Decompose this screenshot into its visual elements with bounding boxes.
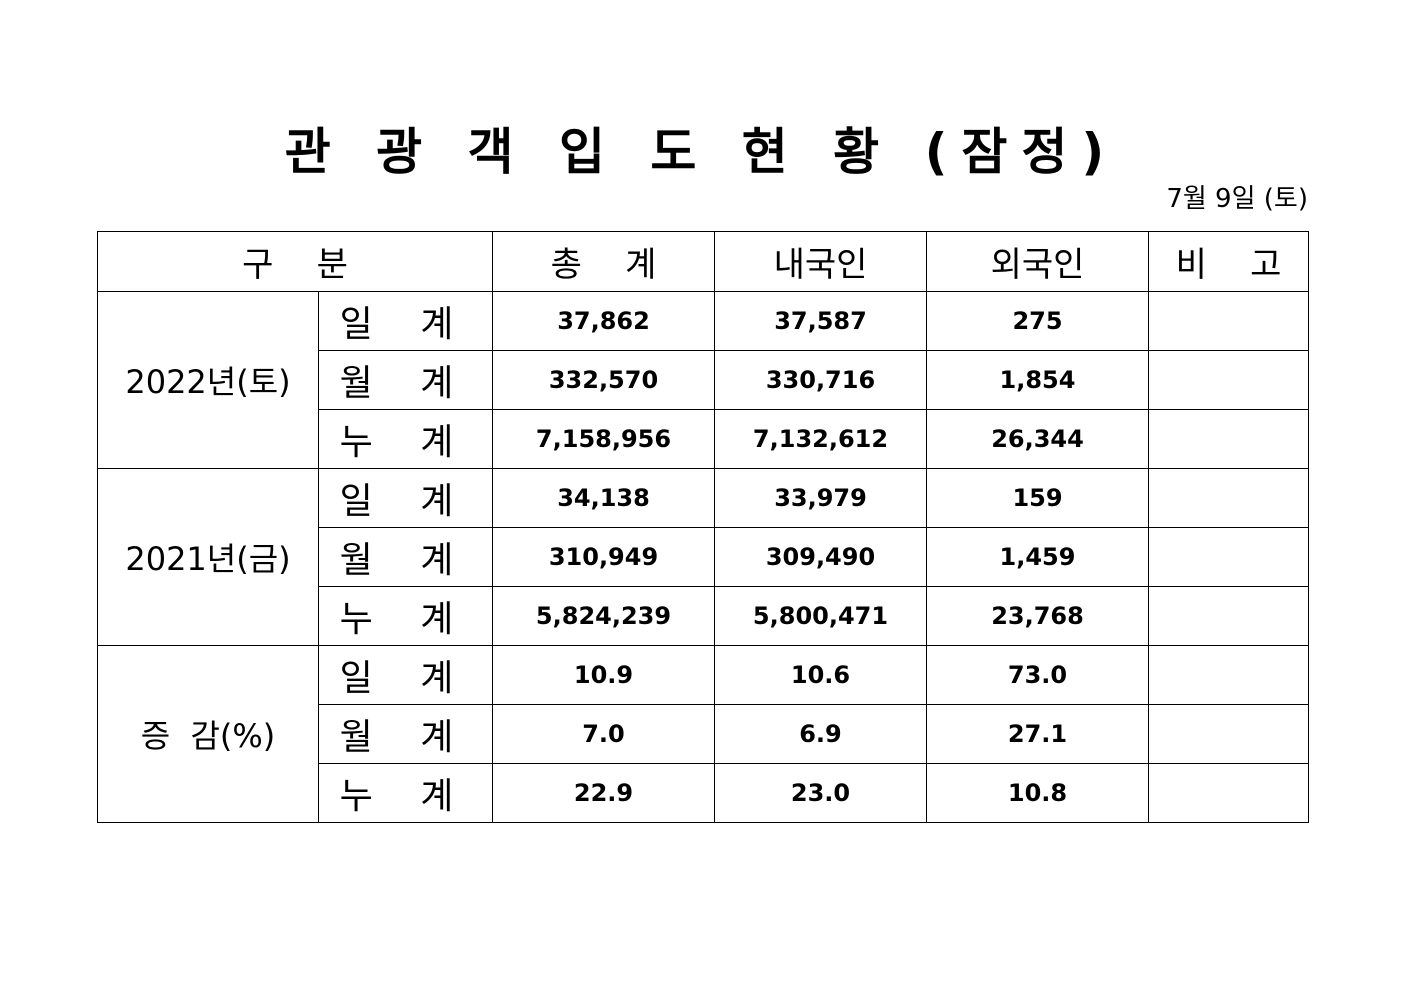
row-label: 일 계 bbox=[318, 291, 493, 351]
domestic-cell: 5,800,471 bbox=[714, 586, 927, 646]
row-label: 누 계 bbox=[318, 586, 493, 646]
table-row: 2021년(금) 일 계 34,138 33,979 159 bbox=[97, 468, 1309, 646]
page-title: 관 광 객 입 도 현 황 (잠정) bbox=[284, 123, 1119, 181]
note-cell bbox=[1148, 704, 1309, 764]
foreign-cell: 1,854 bbox=[926, 350, 1149, 410]
row-label: 누 계 bbox=[318, 409, 493, 469]
total-cell: 34,138 bbox=[492, 468, 715, 528]
group-label: 증 감(%) bbox=[97, 645, 319, 823]
foreign-cell: 23,768 bbox=[926, 586, 1149, 646]
row-label: 일 계 bbox=[318, 468, 493, 528]
report-date: 7월 9일 (토) bbox=[1166, 184, 1308, 214]
note-cell bbox=[1148, 763, 1309, 823]
note-cell bbox=[1148, 350, 1309, 410]
group-label: 2022년(토) bbox=[97, 291, 319, 469]
row-label: 월 계 bbox=[318, 350, 493, 410]
domestic-cell: 7,132,612 bbox=[714, 409, 927, 469]
foreign-cell: 275 bbox=[926, 291, 1149, 351]
table-row: 2022년(토) 일 계 37,862 37,587 275 bbox=[97, 291, 1309, 469]
total-cell: 7.0 bbox=[492, 704, 715, 764]
domestic-cell: 23.0 bbox=[714, 763, 927, 823]
header-total: 총 계 bbox=[492, 231, 715, 292]
note-cell bbox=[1148, 586, 1309, 646]
total-cell: 37,862 bbox=[492, 291, 715, 351]
foreign-cell: 159 bbox=[926, 468, 1149, 528]
row-label: 일 계 bbox=[318, 645, 493, 705]
table-row: 증 감(%) 일 계 10.9 10.6 73.0 bbox=[97, 645, 1309, 823]
header-foreign: 외국인 bbox=[926, 231, 1149, 292]
note-cell bbox=[1148, 645, 1309, 705]
foreign-cell: 10.8 bbox=[926, 763, 1149, 823]
total-cell: 10.9 bbox=[492, 645, 715, 705]
domestic-cell: 6.9 bbox=[714, 704, 927, 764]
total-cell: 332,570 bbox=[492, 350, 715, 410]
row-label: 누 계 bbox=[318, 763, 493, 823]
note-cell bbox=[1148, 409, 1309, 469]
header-category: 구 분 bbox=[97, 231, 493, 292]
table-row: 월 계 310,949 309,490 1,459 bbox=[98, 527, 1309, 587]
total-cell: 310,949 bbox=[492, 527, 715, 587]
foreign-cell: 26,344 bbox=[926, 409, 1149, 469]
group-label: 2021년(금) bbox=[97, 468, 319, 646]
domestic-cell: 37,587 bbox=[714, 291, 927, 351]
note-cell bbox=[1148, 468, 1309, 528]
table-row: 누 계 22.9 23.0 10.8 bbox=[98, 763, 1309, 823]
table-row: 누 계 5,824,239 5,800,471 23,768 bbox=[98, 586, 1309, 646]
note-cell bbox=[1148, 291, 1309, 351]
row-label: 월 계 bbox=[318, 704, 493, 764]
header-domestic: 내국인 bbox=[714, 231, 927, 292]
header-row: 구 분 총 계 내국인 외국인 비 고 bbox=[97, 231, 1309, 292]
total-cell: 22.9 bbox=[492, 763, 715, 823]
table-row: 누 계 7,158,956 7,132,612 26,344 bbox=[98, 409, 1309, 469]
table-row: 월 계 7.0 6.9 27.1 bbox=[98, 704, 1309, 764]
foreign-cell: 27.1 bbox=[926, 704, 1149, 764]
header-note: 비 고 bbox=[1148, 231, 1309, 292]
note-cell bbox=[1148, 527, 1309, 587]
domestic-cell: 10.6 bbox=[714, 645, 927, 705]
total-cell: 5,824,239 bbox=[492, 586, 715, 646]
domestic-cell: 330,716 bbox=[714, 350, 927, 410]
row-label: 월 계 bbox=[318, 527, 493, 587]
total-cell: 7,158,956 bbox=[492, 409, 715, 469]
foreign-cell: 1,459 bbox=[926, 527, 1149, 587]
foreign-cell: 73.0 bbox=[926, 645, 1149, 705]
domestic-cell: 309,490 bbox=[714, 527, 927, 587]
tourist-statistics-table: 구 분 총 계 내국인 외국인 비 고 2022년(토) 일 계 37,862 37,… bbox=[97, 231, 1309, 823]
domestic-cell: 33,979 bbox=[714, 468, 927, 528]
